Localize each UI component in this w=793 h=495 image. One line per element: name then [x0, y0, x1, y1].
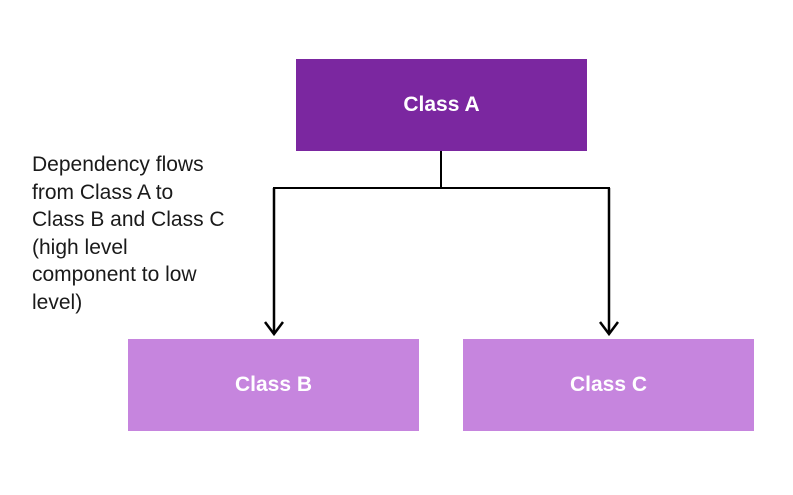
- arrowhead-class-c: [599, 321, 619, 337]
- class-a-box: Class A: [296, 59, 587, 151]
- class-a-label: Class A: [403, 93, 480, 116]
- arrowhead-class-b: [264, 321, 284, 337]
- dependency-note: Dependency flows from Class A to Class B…: [32, 153, 225, 314]
- class-b-label: Class B: [234, 373, 313, 396]
- class-c-box: Class C: [463, 339, 754, 431]
- class-b-box: Class B: [128, 339, 419, 431]
- class-c-label: Class C: [569, 373, 648, 396]
